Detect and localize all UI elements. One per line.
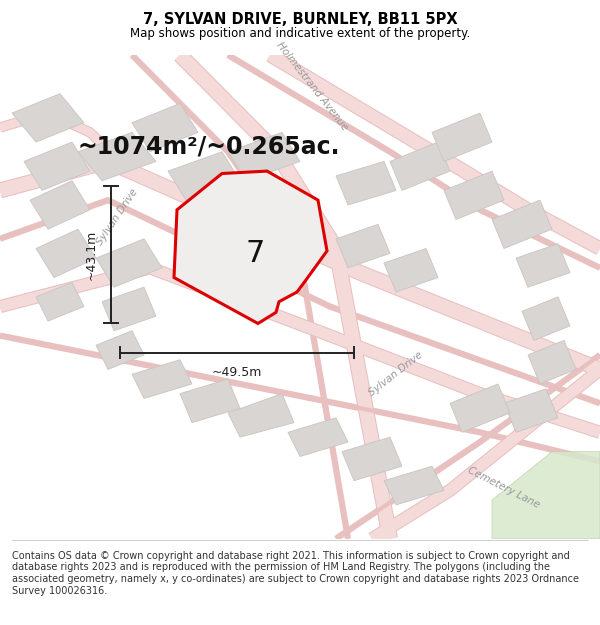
Text: Sylvan Drive: Sylvan Drive [95, 187, 139, 247]
Polygon shape [522, 297, 570, 341]
Polygon shape [180, 379, 240, 423]
Polygon shape [96, 239, 162, 288]
Polygon shape [450, 384, 510, 432]
Polygon shape [132, 103, 198, 152]
Text: ~49.5m: ~49.5m [212, 366, 262, 379]
Polygon shape [336, 161, 396, 205]
Polygon shape [24, 142, 90, 191]
Polygon shape [12, 94, 84, 142]
Polygon shape [504, 389, 558, 432]
Text: Contains OS data © Crown copyright and database right 2021. This information is : Contains OS data © Crown copyright and d… [12, 551, 579, 596]
Polygon shape [78, 132, 156, 181]
Polygon shape [36, 282, 84, 321]
Polygon shape [390, 142, 450, 191]
Polygon shape [528, 341, 576, 384]
Text: Map shows position and indicative extent of the property.: Map shows position and indicative extent… [130, 27, 470, 39]
Text: ~1074m²/~0.265ac.: ~1074m²/~0.265ac. [78, 135, 341, 159]
Text: Cemetery Lane: Cemetery Lane [466, 466, 542, 511]
Polygon shape [168, 152, 240, 200]
Polygon shape [384, 249, 438, 292]
Polygon shape [30, 181, 90, 229]
Polygon shape [516, 244, 570, 288]
Polygon shape [492, 452, 600, 539]
Text: 7, SYLVAN DRIVE, BURNLEY, BB11 5PX: 7, SYLVAN DRIVE, BURNLEY, BB11 5PX [143, 12, 457, 27]
Text: ~43.1m: ~43.1m [85, 229, 98, 279]
Polygon shape [36, 229, 96, 278]
Polygon shape [132, 360, 192, 399]
Polygon shape [336, 224, 390, 268]
Polygon shape [342, 437, 402, 481]
Polygon shape [96, 331, 144, 369]
Polygon shape [174, 171, 327, 324]
Polygon shape [288, 418, 348, 456]
Text: 7: 7 [245, 239, 265, 268]
Polygon shape [228, 132, 300, 181]
Polygon shape [492, 200, 552, 249]
Polygon shape [384, 466, 444, 505]
Polygon shape [432, 113, 492, 161]
Text: Holmestrand Avenue: Holmestrand Avenue [274, 40, 350, 132]
Polygon shape [444, 171, 504, 219]
Polygon shape [228, 394, 294, 437]
Polygon shape [102, 288, 156, 331]
Text: Sylvan Drive: Sylvan Drive [367, 350, 425, 398]
